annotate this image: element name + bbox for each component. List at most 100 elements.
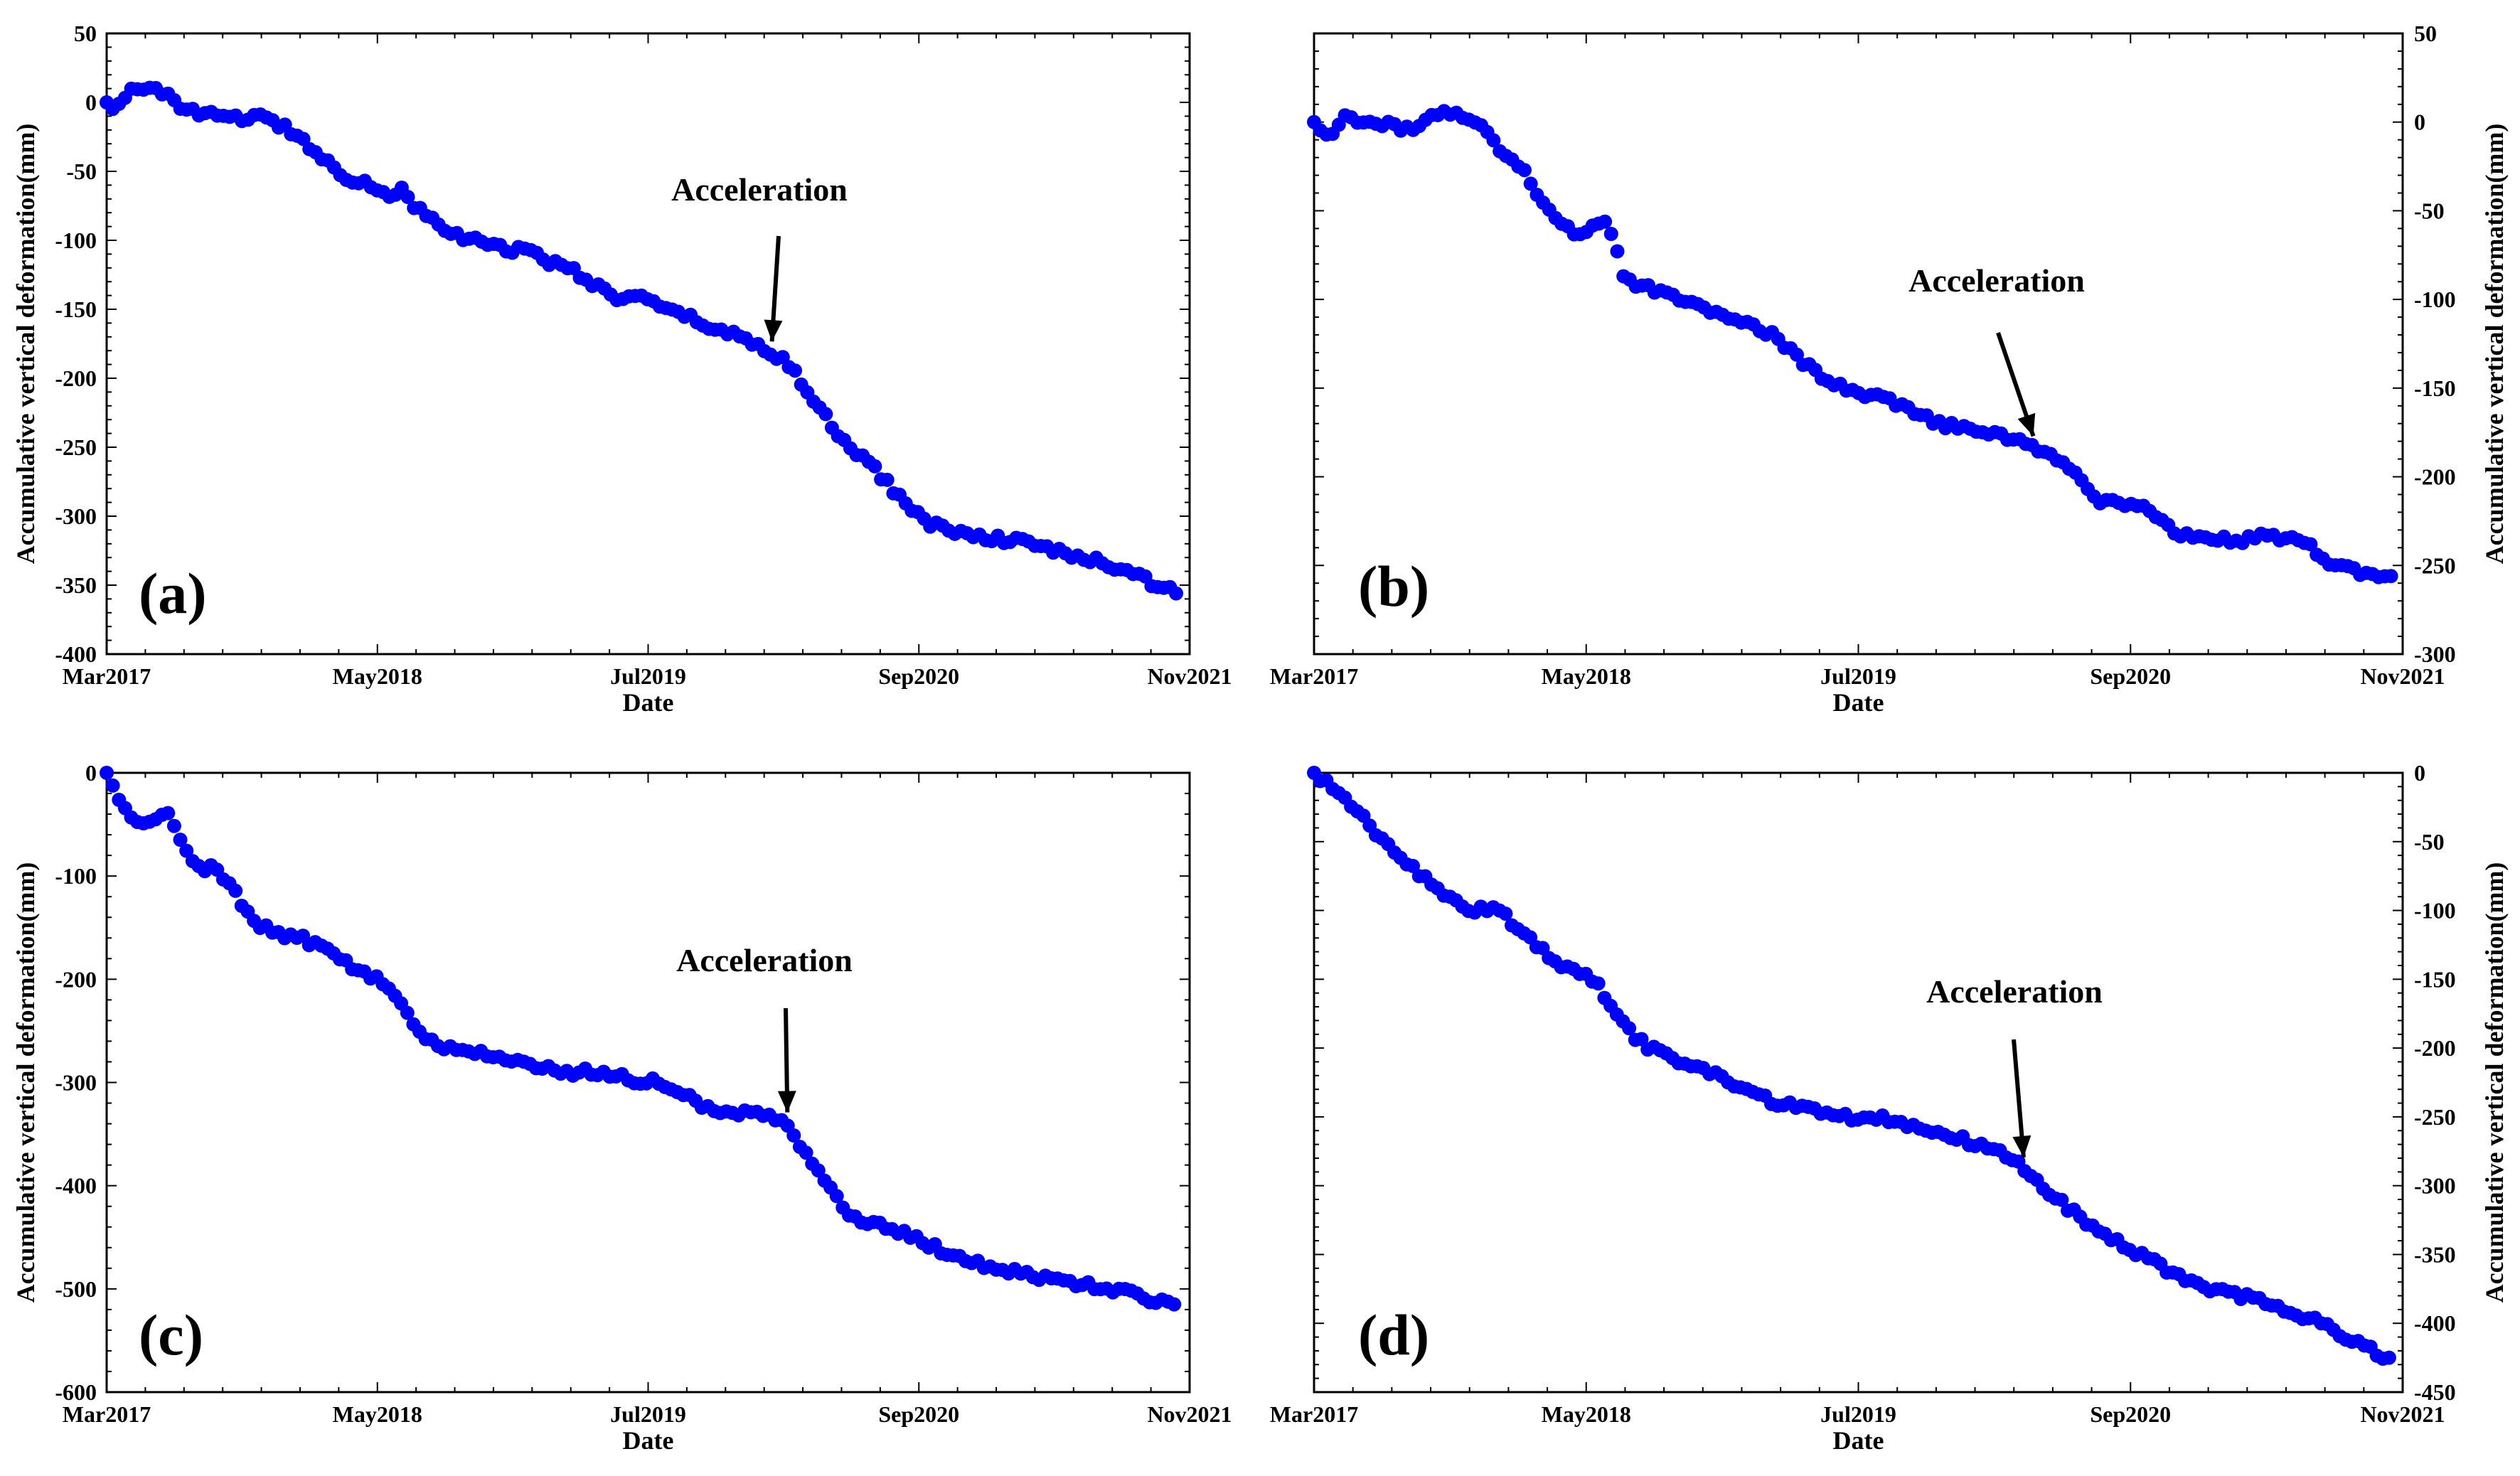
- x-tick-label: May2018: [1542, 663, 1631, 689]
- x-tick-label: Sep2020: [878, 663, 959, 689]
- y-tick-label: 0: [2414, 760, 2425, 786]
- data-point: [1622, 1021, 1637, 1036]
- data-point: [786, 1128, 801, 1143]
- y-tick-label: -200: [2414, 464, 2456, 490]
- data-point: [105, 778, 120, 793]
- y-tick-label: -50: [66, 159, 97, 184]
- scatter-series: [1307, 766, 2396, 1366]
- y-tick-label: -150: [2414, 966, 2456, 992]
- y-tick-label: -100: [2414, 287, 2456, 312]
- panel-label: (d): [1358, 1303, 1429, 1367]
- panel-a: 50 0 -50 -100 -150 -200 -250 -300 -350 -400Mar201…: [11, 21, 1232, 717]
- x-axis-title: Date: [1833, 688, 1884, 717]
- data-point: [228, 883, 243, 898]
- y-tick-label: -450: [2414, 1379, 2456, 1405]
- data-point: [2054, 1192, 2069, 1207]
- x-tick-label: Sep2020: [2090, 663, 2171, 689]
- x-axis-title: Date: [623, 1426, 674, 1455]
- x-tick-label: Jul2019: [1820, 663, 1896, 689]
- y-tick-label: -300: [55, 1070, 97, 1096]
- panel-label: (c): [139, 1303, 203, 1367]
- data-point: [1598, 214, 1613, 229]
- annotation-text: Acceleration: [671, 171, 848, 208]
- data-point: [1406, 859, 1420, 873]
- annotation-arrow-head: [764, 319, 783, 342]
- data-point: [1610, 244, 1625, 259]
- data-point: [1486, 133, 1501, 148]
- y-tick-label: -300: [2414, 641, 2456, 667]
- y-tick-label: -300: [55, 503, 97, 529]
- y-tick-label: -150: [2414, 375, 2456, 401]
- y-tick-label: -600: [55, 1379, 97, 1405]
- y-axis-title: Accumulative vertical deformation(mm): [2480, 124, 2509, 565]
- x-tick-label: Sep2020: [878, 1401, 959, 1427]
- annotation-arrow-head: [777, 1091, 796, 1113]
- x-tick-label: Mar2017: [1270, 663, 1358, 689]
- annotation-text: Acceleration: [1908, 262, 2085, 299]
- x-tick-label: Mar2017: [63, 663, 151, 689]
- data-point: [1790, 347, 1804, 362]
- data-point: [1169, 586, 1183, 601]
- data-point: [2303, 537, 2318, 552]
- data-point: [166, 818, 181, 833]
- y-tick-label: -100: [2414, 898, 2456, 924]
- y-tick-label: -250: [55, 434, 97, 460]
- panel-b: 50 0 -50 -100 -150 -200 -250 -300 Mar2017 May2018…: [1270, 21, 2509, 717]
- data-point: [2381, 1350, 2396, 1365]
- x-tick-label: Jul2019: [610, 1401, 686, 1427]
- panel-label: (b): [1358, 554, 1429, 619]
- data-point: [811, 1163, 826, 1178]
- scatter-series: [1307, 104, 2398, 584]
- data-point: [1517, 163, 1532, 178]
- x-tick-label: May2018: [1542, 1401, 1631, 1427]
- y-tick-label: -150: [55, 296, 97, 322]
- annotation-arrow-head: [2017, 412, 2036, 437]
- data-point: [1523, 176, 1538, 191]
- y-tick-label: -200: [55, 365, 97, 391]
- x-tick-label: Nov2021: [1147, 663, 1232, 689]
- annotation-text: Acceleration: [1926, 973, 2103, 1010]
- scatter-series: [100, 80, 1183, 601]
- y-tick-label: 0: [85, 90, 97, 115]
- data-point: [173, 833, 188, 847]
- y-tick-label: -400: [55, 641, 97, 667]
- data-point: [179, 843, 194, 858]
- data-point: [1167, 1297, 1182, 1312]
- y-axis-title: Accumulative vertical deformation(mm): [11, 124, 40, 565]
- x-axis-title: Date: [623, 688, 674, 717]
- y-axis-title: Accumulative vertical deformation(mm): [2480, 862, 2509, 1303]
- x-tick-label: Nov2021: [2360, 663, 2445, 689]
- panel-d: 0 -50 -100 -150 -200 -250 -300 -350 -400 -450 Mar2…: [1270, 760, 2509, 1455]
- y-tick-label: -400: [2414, 1310, 2456, 1336]
- data-point: [867, 459, 882, 474]
- x-tick-label: May2018: [333, 663, 422, 689]
- x-tick-label: Nov2021: [1147, 1401, 1232, 1427]
- data-point: [1634, 1032, 1649, 1047]
- x-axis-title: Date: [1833, 1426, 1884, 1455]
- panel-label: (a): [139, 561, 207, 626]
- y-tick-label: -400: [55, 1173, 97, 1199]
- y-tick-label: 0: [85, 760, 97, 786]
- y-axis-title: Accumulative vertical deformation(mm): [11, 862, 40, 1303]
- data-point: [400, 1005, 415, 1020]
- x-tick-label: May2018: [333, 1401, 422, 1427]
- y-tick-label: -50: [2414, 198, 2445, 223]
- y-tick-label: -500: [55, 1276, 97, 1302]
- data-point: [161, 806, 176, 820]
- data-point: [2383, 569, 2398, 584]
- x-tick-label: Jul2019: [610, 663, 686, 689]
- y-tick-label: -100: [55, 228, 97, 253]
- x-tick-label: Sep2020: [2090, 1401, 2171, 1427]
- y-tick-label: 50: [74, 21, 97, 46]
- y-tick-label: -350: [55, 572, 97, 598]
- data-point: [788, 363, 803, 378]
- y-tick-label: -50: [2414, 829, 2445, 855]
- y-tick-label: -250: [2414, 1104, 2456, 1130]
- data-point: [1591, 976, 1606, 991]
- x-tick-label: Mar2017: [63, 1401, 151, 1427]
- data-point: [880, 472, 895, 487]
- y-tick-label: 0: [2414, 109, 2425, 135]
- y-tick-label: -250: [2414, 552, 2456, 578]
